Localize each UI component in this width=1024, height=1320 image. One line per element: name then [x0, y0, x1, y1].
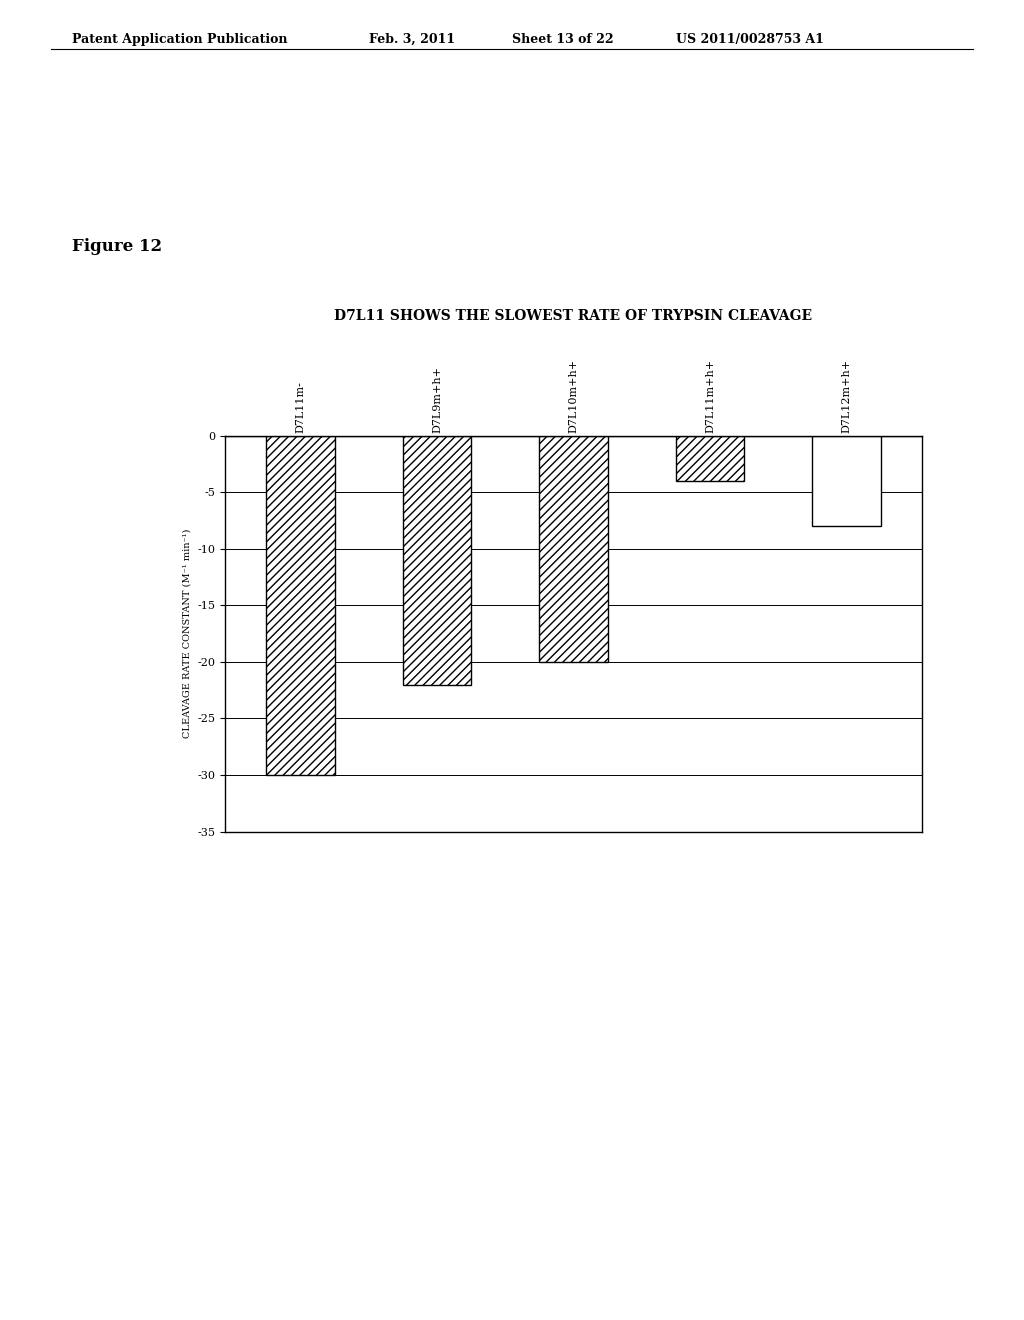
Text: D7L10m+h+: D7L10m+h+	[568, 359, 579, 433]
Bar	[540, 436, 607, 661]
Bar	[402, 436, 471, 685]
Text: Figure 12: Figure 12	[72, 238, 162, 255]
Bar	[812, 436, 881, 527]
Text: D7L11 SHOWS THE SLOWEST RATE OF TRYPSIN CLEAVAGE: D7L11 SHOWS THE SLOWEST RATE OF TRYPSIN …	[335, 309, 812, 323]
Y-axis label: CLEAVAGE RATE CONSTANT (M⁻¹ min⁻¹): CLEAVAGE RATE CONSTANT (M⁻¹ min⁻¹)	[183, 529, 193, 738]
Bar	[266, 436, 335, 775]
Text: Sheet 13 of 22: Sheet 13 of 22	[512, 33, 613, 46]
Text: D7L12m+h+: D7L12m+h+	[842, 359, 852, 433]
Text: US 2011/0028753 A1: US 2011/0028753 A1	[676, 33, 823, 46]
Text: Patent Application Publication: Patent Application Publication	[72, 33, 287, 46]
Bar	[676, 436, 744, 480]
Text: Feb. 3, 2011: Feb. 3, 2011	[369, 33, 455, 46]
Text: D7L11m+h+: D7L11m+h+	[705, 359, 715, 433]
Text: D7L9m+h+: D7L9m+h+	[432, 366, 442, 433]
Text: D7L11m-: D7L11m-	[295, 381, 305, 433]
